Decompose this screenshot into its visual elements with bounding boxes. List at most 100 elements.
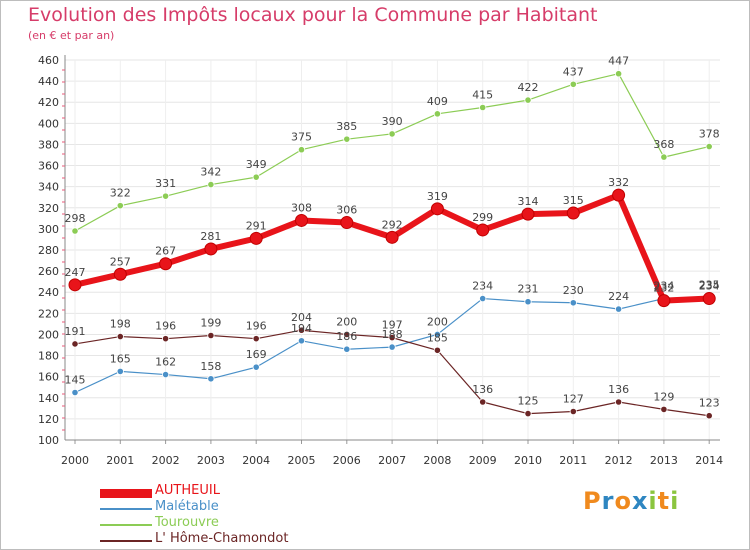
data-point (343, 345, 351, 353)
data-label: 185 (427, 331, 448, 344)
x-tick-label: 2014 (695, 454, 723, 467)
data-label: 267 (155, 245, 176, 258)
data-point (162, 370, 170, 379)
data-point (297, 146, 306, 154)
data-point (116, 202, 124, 210)
data-point (71, 388, 79, 397)
data-label: 129 (653, 390, 674, 403)
data-label: 235 (699, 279, 720, 292)
data-label: 314 (518, 195, 539, 208)
data-label: 331 (155, 177, 176, 190)
data-point (388, 130, 396, 138)
legend-swatch (100, 524, 152, 526)
data-label: 136 (608, 383, 629, 396)
data-point (207, 375, 215, 383)
x-tick-label: 2002 (152, 454, 180, 467)
data-label: 230 (563, 284, 584, 297)
data-point (297, 337, 306, 345)
legend-label: L' Hôme-Chamondot (155, 531, 289, 546)
data-point (204, 242, 218, 256)
data-label: 342 (200, 166, 221, 179)
data-label: 315 (563, 194, 584, 207)
data-point (68, 278, 82, 292)
data-label: 299 (472, 211, 493, 224)
data-point (343, 330, 351, 339)
data-label: 186 (336, 330, 357, 343)
data-point (388, 343, 396, 351)
logo-letter: i (670, 487, 680, 515)
data-point (569, 80, 577, 88)
data-label: 136 (472, 383, 493, 396)
data-point (207, 180, 215, 189)
y-tick-label: 220 (38, 307, 59, 320)
data-label: 234 (699, 280, 720, 293)
data-label: 198 (110, 318, 131, 331)
y-tick-label: 300 (38, 223, 59, 236)
data-label: 319 (427, 190, 448, 203)
chart-title: Evolution des Impôts locaux pour la Comm… (28, 4, 598, 26)
data-point (569, 299, 577, 307)
data-label: 332 (608, 176, 629, 189)
data-point (71, 340, 79, 348)
data-label: 145 (65, 374, 86, 387)
data-point (252, 335, 260, 343)
data-label: 188 (382, 328, 403, 341)
data-point (614, 305, 623, 313)
y-tick-label: 440 (38, 75, 59, 88)
data-point (521, 207, 535, 221)
data-point (340, 216, 354, 230)
x-tick-label: 2000 (61, 454, 89, 467)
data-point (524, 96, 532, 104)
data-label: 306 (336, 204, 357, 217)
legend-label: AUTHEUIL (155, 483, 220, 498)
proxiti-logo: Proxiti (583, 487, 679, 515)
y-tick-label: 280 (38, 244, 59, 257)
data-label: 322 (110, 187, 131, 200)
x-tick-label: 2003 (197, 454, 225, 467)
data-point (343, 135, 351, 143)
x-tick-label: 2007 (378, 454, 406, 467)
data-label: 224 (608, 290, 629, 303)
logo-letter: r (601, 487, 615, 515)
y-tick-label: 100 (38, 434, 59, 447)
data-label: 191 (65, 325, 86, 338)
x-tick-label: 2012 (605, 454, 633, 467)
data-label: 437 (563, 65, 584, 78)
x-tick-label: 2005 (288, 454, 316, 467)
x-tick-label: 2004 (242, 454, 270, 467)
data-label: 199 (200, 317, 221, 330)
y-tick-label: 420 (38, 96, 59, 109)
data-label: 232 (653, 282, 674, 295)
data-label: 123 (699, 397, 720, 410)
data-label: 234 (653, 280, 674, 293)
logo-letter: x (631, 487, 649, 515)
data-point (249, 231, 263, 245)
data-label: 234 (472, 280, 493, 293)
legend-swatch (100, 488, 152, 498)
data-point (162, 335, 170, 343)
data-point (252, 173, 260, 181)
x-tick-label: 2010 (514, 454, 542, 467)
data-point (162, 192, 170, 200)
data-label: 447 (608, 55, 629, 68)
data-label: 231 (518, 283, 539, 296)
data-label: 298 (65, 212, 86, 225)
data-point (295, 213, 308, 227)
data-point (702, 292, 716, 306)
legend-swatch (100, 540, 152, 542)
data-label: 368 (653, 138, 674, 151)
legend-label: Tourouvre (155, 515, 219, 530)
data-label: 204 (291, 311, 312, 324)
data-point (430, 202, 444, 216)
data-label: 197 (382, 319, 403, 332)
y-tick-label: 340 (38, 181, 59, 194)
data-point (116, 332, 124, 341)
data-point (71, 227, 79, 235)
data-point (388, 334, 396, 342)
data-label: 158 (200, 360, 221, 373)
x-tick-label: 2001 (106, 454, 134, 467)
data-point (705, 142, 713, 151)
data-point (657, 294, 671, 308)
data-label: 292 (382, 218, 403, 231)
